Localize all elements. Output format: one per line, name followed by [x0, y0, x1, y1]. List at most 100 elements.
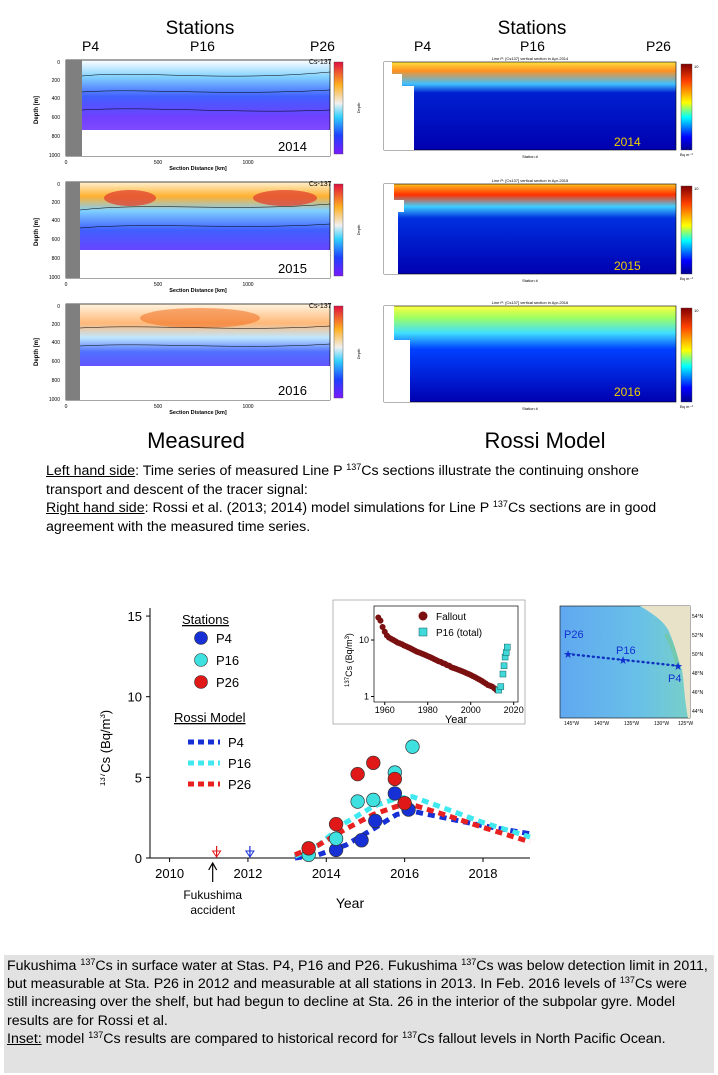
main-ylabel-text: Cs (Bq/m: [100, 719, 113, 773]
model-line-p26: [293, 802, 531, 858]
m14-ytick-800: 800: [52, 134, 61, 140]
measured-year-2015: 2015: [278, 261, 307, 276]
fukushima-text-line1: Fukushima: [183, 888, 242, 902]
m15-ytick-800: 800: [52, 256, 61, 262]
model-title-2016: Line P: [Cs137] vertical section in Apr-…: [492, 300, 569, 305]
map-star-p16: ★: [618, 655, 628, 667]
map-lon-130: 130°W: [654, 721, 669, 727]
m15-ylabel: Depth [m]: [34, 218, 40, 246]
point-p4: [354, 833, 369, 848]
inset-axes: [371, 605, 519, 705]
m14-xtick-500: 500: [154, 160, 163, 166]
map-label-p4: P4: [668, 673, 681, 685]
inset-fallout-point: [379, 623, 386, 630]
model-title-2014: Line P: [Cs137] vertical section in Apr-…: [492, 56, 569, 61]
map-lat-44: 44°N: [692, 709, 704, 715]
model-cbar-max-2016: 10: [694, 308, 699, 313]
right-hand-side-label: Right hand side: [46, 500, 145, 516]
inset-xlabel: Year: [445, 714, 468, 726]
model-year-2015: 2015: [614, 259, 641, 273]
inset-frame: [332, 599, 526, 725]
cap2-t1: Fukushima: [7, 958, 81, 974]
map-label-p26: P26: [564, 629, 584, 641]
caption-top-text-c: : Rossi et al. (2013; 2014) model simula…: [144, 500, 493, 516]
m14-ytick-600: 600: [52, 115, 61, 121]
point-p26: [350, 766, 365, 782]
m15-xtick-500: 500: [154, 282, 163, 288]
measured-panel-2015: Cs-137 2015 0 200 400 600 800 1000 0 500…: [34, 181, 344, 294]
legend-model-p26-label: P26: [228, 777, 251, 792]
fukushima-text-line2: accident: [190, 903, 235, 917]
model-year-2016: 2016: [614, 385, 641, 399]
detection-limit-arrow: [244, 850, 255, 858]
model-station-p26: P26: [646, 38, 671, 54]
model-station-p4: P4: [414, 38, 432, 54]
m16-ytick-800: 800: [52, 378, 61, 384]
model-ylabel-2014: Depth: [356, 103, 361, 114]
inset-ylabel-text: Cs (Bq/m: [344, 639, 354, 677]
point-p26: [366, 755, 381, 770]
main-xtick-label: 2016: [390, 866, 419, 881]
caption-bottom: Fukushima 137Cs in surface water at Stas…: [4, 955, 714, 1073]
map-star-p26: ★: [563, 649, 573, 661]
legend-p16-label: P16: [216, 653, 239, 668]
main-ytick-label: 10: [128, 690, 142, 705]
map-lon-135: 135°W: [624, 721, 639, 727]
measured-tag-2014: Cs-137: [309, 59, 332, 66]
measured-tag-2016: Cs-137: [309, 303, 332, 310]
model-panel-2016: Line P: [Cs137] vertical section in Apr-…: [356, 300, 699, 411]
model-line-p4: [294, 808, 531, 861]
point-p16: [405, 739, 420, 754]
m15-ytick-1000: 1000: [49, 275, 60, 281]
model-panel-2014: Line P: [Cs137] vertical section in Apr-…: [356, 56, 699, 159]
m15-xtick-1000: 1000: [242, 282, 253, 288]
model-cbar-max-2014: 10: [694, 64, 699, 69]
legend-p26-marker: [194, 675, 208, 689]
caption-top-text-b: Cs sections illustrate the continuing on…: [46, 463, 639, 498]
inset-legend-p16-marker: [418, 627, 428, 637]
model-units-2016: Bq m⁻³: [680, 404, 693, 409]
m14-ylabel: Depth [m]: [34, 96, 40, 124]
cap2-t6: Cs results are compared to historical re…: [103, 1030, 403, 1047]
m14-xlabel: Section Distance [km]: [169, 166, 227, 172]
m16-ytick-200: 200: [52, 322, 61, 328]
inset-ylabel-close: ): [344, 633, 354, 636]
measured-year-2016: 2016: [278, 383, 307, 398]
map-lat-52: 52°N: [692, 633, 704, 639]
point-p4: [387, 786, 402, 801]
model-xlabel-2016: Station #: [522, 406, 539, 411]
m16-ytick-0: 0: [57, 304, 60, 310]
m15-ytick-600: 600: [52, 237, 61, 243]
cap2-t5: model: [41, 1030, 89, 1047]
left-hand-side-label: Left hand side: [46, 463, 136, 479]
cap2-s2: 137: [461, 957, 477, 967]
inset-xtick-label: 1980: [418, 705, 438, 715]
main-tick-labels: 0 5 10 15 2010 2012 2014 2016 2018: [128, 609, 498, 881]
cap2-s5: 137: [402, 1029, 418, 1040]
cap2-s1: 137: [80, 957, 96, 967]
map-lat-46: 46°N: [692, 690, 704, 696]
point-p4: [368, 813, 383, 829]
m16-xlabel: Section Distance [km]: [169, 410, 227, 416]
m16-ytick-1000: 1000: [49, 397, 60, 403]
model-units-2014: Bq m⁻³: [680, 152, 693, 157]
cap2-t4: Cs were still increasing over the shelf,…: [7, 976, 687, 1029]
inset-p16-point: [504, 643, 511, 651]
map-lat-50: 50°N: [692, 652, 704, 658]
fukushima-arrowhead: [208, 861, 218, 871]
point-p26: [301, 841, 316, 856]
inset-ylabel-sup: 137: [345, 676, 351, 687]
measured-tag-2015: Cs-137: [309, 181, 332, 188]
inset-xtick-label: 2020: [504, 705, 524, 715]
inset-legend-fallout-marker: [418, 611, 428, 621]
main-axes: [146, 608, 530, 862]
cap2-s4: 137: [88, 1029, 104, 1040]
caption-top: Left hand side: Time series of measured …: [46, 462, 666, 536]
main-ylabel-sup: 137: [100, 772, 107, 786]
inset-fallout-chart: 1 10 1960 1980 2000 2020 137Cs (Bq/m3) Year F…: [332, 599, 526, 726]
model-ylabel-2015: Depth: [356, 225, 361, 236]
map-lon-140: 140°W: [594, 721, 609, 727]
point-p26: [328, 816, 344, 832]
model-xlabel-2014: Station #: [522, 154, 539, 159]
